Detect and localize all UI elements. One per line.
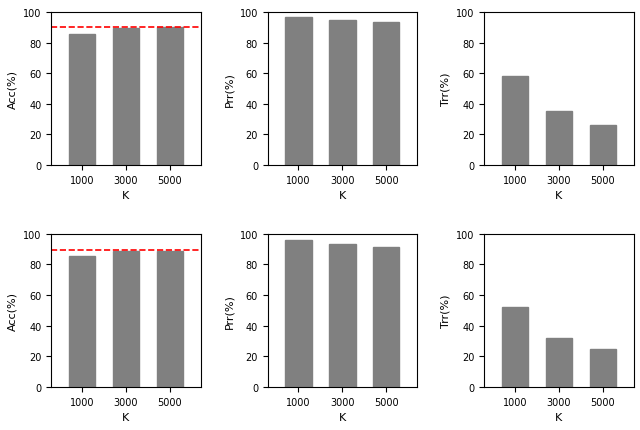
Bar	[113, 29, 139, 166]
Y-axis label: Trr(%): Trr(%)	[440, 73, 451, 106]
X-axis label: K: K	[339, 412, 346, 422]
Bar	[373, 23, 399, 166]
X-axis label: K: K	[556, 412, 563, 422]
Bar	[546, 338, 572, 387]
Bar	[373, 247, 399, 387]
X-axis label: K: K	[122, 191, 129, 201]
Bar	[546, 112, 572, 166]
Bar	[502, 77, 528, 166]
Y-axis label: Prr(%): Prr(%)	[224, 72, 234, 107]
Bar	[329, 244, 356, 387]
Bar	[589, 349, 616, 387]
Bar	[157, 28, 183, 166]
Bar	[157, 251, 183, 387]
Bar	[285, 240, 312, 387]
Bar	[589, 126, 616, 166]
Bar	[285, 18, 312, 166]
Bar	[68, 35, 95, 166]
Y-axis label: Trr(%): Trr(%)	[440, 294, 451, 327]
Bar	[329, 22, 356, 166]
X-axis label: K: K	[122, 412, 129, 422]
X-axis label: K: K	[339, 191, 346, 201]
Y-axis label: Acc(%): Acc(%)	[8, 291, 17, 330]
Bar	[502, 307, 528, 387]
Bar	[113, 252, 139, 387]
Bar	[68, 256, 95, 387]
Y-axis label: Acc(%): Acc(%)	[8, 70, 17, 109]
Y-axis label: Prr(%): Prr(%)	[224, 293, 234, 328]
X-axis label: K: K	[556, 191, 563, 201]
